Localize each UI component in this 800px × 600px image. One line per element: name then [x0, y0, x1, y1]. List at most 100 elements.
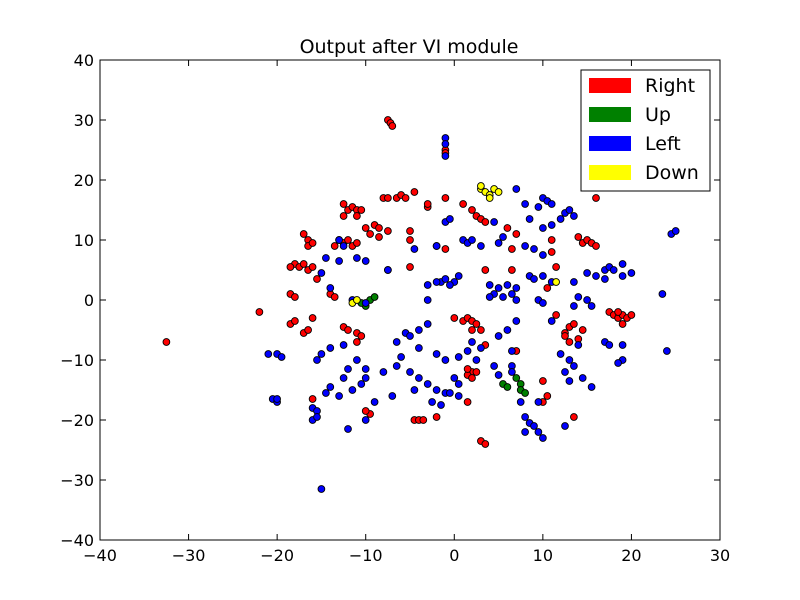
point-left-118 [322, 389, 330, 397]
point-left-75 [671, 227, 680, 235]
point-left-148 [450, 374, 459, 382]
point-left-42 [441, 275, 450, 283]
chart-title: Output after VI module [300, 36, 519, 58]
point-left-51 [494, 284, 503, 292]
point-right-68 [357, 332, 366, 340]
point-down-8 [353, 296, 361, 304]
point-left-92 [614, 359, 622, 367]
y-tick-label: 30 [74, 111, 94, 130]
point-right-93 [592, 194, 600, 202]
point-left-136 [397, 353, 405, 361]
point-left-12 [570, 212, 578, 220]
point-left-163 [530, 422, 538, 430]
x-tick-label: −30 [172, 546, 206, 565]
point-right-108 [627, 311, 636, 319]
legend-label-up: Up [645, 104, 671, 126]
point-right-2 [388, 122, 397, 130]
point-left-57 [485, 293, 494, 301]
point-left-48 [423, 296, 432, 304]
point-left-150 [446, 389, 454, 397]
axis-ticks: −40 −30 −20 −10 0 10 20 30 −40 −30 −20 −10 0 10 20 30 40 [60, 51, 730, 565]
point-left-103 [277, 353, 286, 361]
point-left-96 [570, 362, 578, 370]
point-left-26 [530, 245, 538, 253]
point-left-108 [313, 356, 321, 364]
point-left-21 [468, 236, 476, 244]
point-right-84 [547, 248, 556, 256]
point-left-14 [525, 215, 534, 223]
point-right-20 [441, 194, 450, 202]
point-left-151 [454, 392, 463, 400]
point-left-98 [578, 374, 587, 382]
point-left-46 [432, 278, 441, 286]
point-right-70 [450, 314, 459, 322]
point-left-78 [587, 302, 596, 310]
point-left-22 [477, 242, 485, 250]
point-right-37 [366, 230, 374, 238]
point-left-141 [432, 386, 441, 394]
point-right-85 [547, 236, 556, 244]
series-left [264, 134, 680, 493]
point-right-66 [344, 326, 352, 334]
point-left-72 [618, 272, 627, 280]
point-left-102 [264, 350, 273, 358]
point-down-5 [477, 182, 485, 190]
point-right-10 [357, 206, 366, 214]
point-right-118 [463, 365, 472, 373]
point-left-11 [565, 206, 574, 214]
point-left-3 [512, 185, 521, 193]
point-left-83 [512, 317, 521, 325]
point-left-152 [468, 338, 476, 346]
point-left-129 [388, 392, 397, 400]
point-left-15 [539, 224, 547, 232]
point-left-126 [361, 416, 370, 424]
point-left-13 [490, 218, 498, 226]
point-left-131 [406, 332, 414, 340]
point-left-167 [534, 398, 543, 406]
point-left-69 [609, 266, 618, 274]
point-right-64 [308, 314, 317, 322]
point-left-66 [592, 272, 600, 280]
point-left-85 [494, 332, 503, 340]
point-left-54 [512, 284, 521, 292]
point-up-2 [370, 293, 379, 301]
point-left-49 [485, 281, 494, 289]
point-right-117 [468, 374, 476, 382]
point-left-122 [344, 365, 352, 373]
point-left-80 [574, 293, 583, 301]
point-right-94 [592, 242, 600, 250]
point-right-69 [353, 338, 361, 346]
point-left-82 [547, 317, 556, 325]
point-left-53 [508, 290, 516, 298]
point-right-41 [384, 227, 392, 235]
point-left-164 [534, 428, 543, 436]
point-left-94 [556, 350, 565, 358]
point-left-25 [521, 242, 529, 250]
point-right-48 [299, 260, 308, 268]
point-left-168 [561, 422, 569, 430]
point-left-160 [516, 398, 525, 406]
point-left-161 [521, 413, 529, 421]
point-right-129 [162, 338, 171, 346]
point-right-127 [361, 407, 370, 415]
point-right-11 [339, 212, 348, 220]
point-right-61 [291, 317, 299, 325]
point-left-135 [415, 344, 423, 352]
point-left-29 [410, 245, 419, 253]
point-left-156 [490, 362, 498, 370]
y-tick-label: −20 [60, 411, 94, 430]
point-left-159 [508, 368, 516, 376]
point-left-127 [344, 425, 352, 433]
point-left-147 [441, 356, 450, 364]
point-right-39 [375, 233, 383, 241]
data-points [162, 116, 680, 493]
x-tick-label: −10 [349, 546, 383, 565]
point-left-138 [406, 368, 414, 376]
point-left-23 [494, 239, 503, 247]
point-left-124 [357, 380, 366, 388]
legend-label-down: Down [645, 162, 699, 184]
point-right-29 [308, 239, 317, 247]
point-left-133 [423, 320, 432, 328]
point-left-112 [361, 365, 370, 373]
